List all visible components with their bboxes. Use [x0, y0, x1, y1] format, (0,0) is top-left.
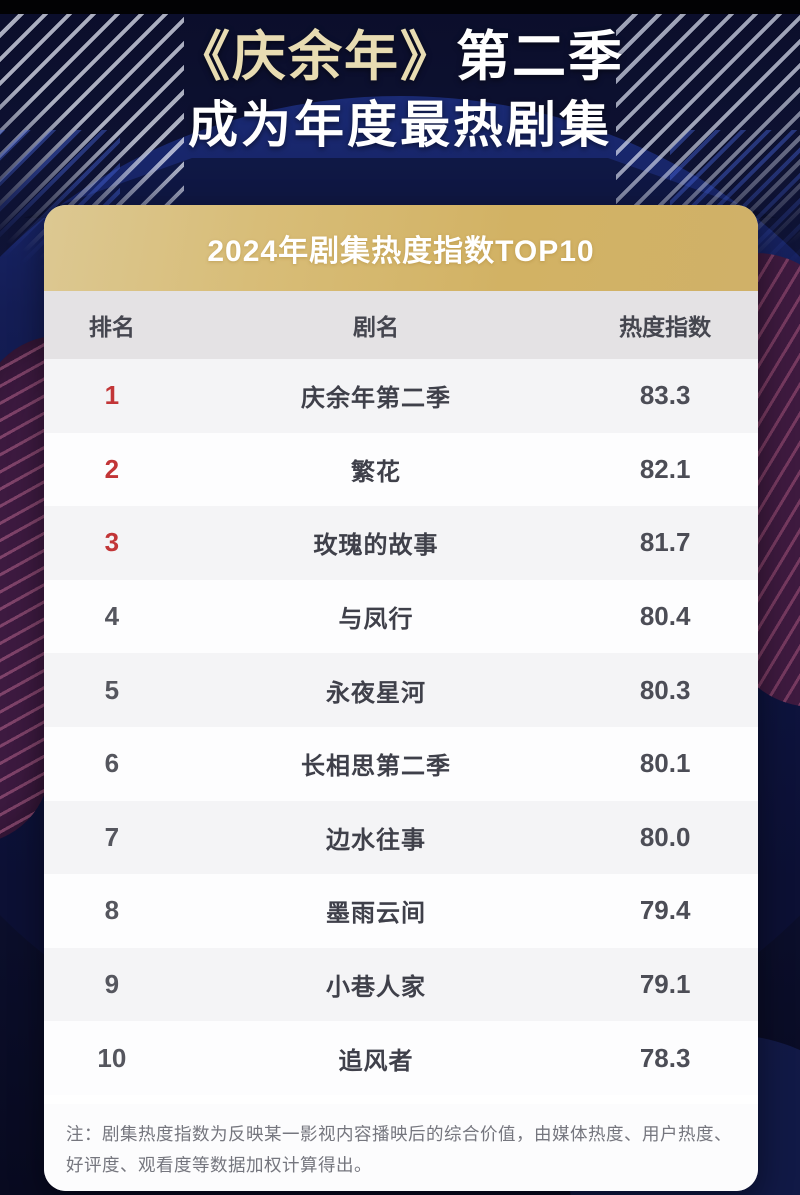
header-drama-name: 剧名	[353, 314, 399, 340]
table-row: 10 追风者 78.3	[44, 1021, 758, 1095]
card-banner-title: 2024年剧集热度指数TOP10	[207, 235, 595, 268]
table-row: 6 长相思第二季 80.1	[44, 726, 758, 801]
table-row: 3 玫瑰的故事 81.7	[44, 506, 758, 580]
rank-cell: 9	[104, 969, 120, 1000]
table-row: 9 小巷人家 79.1	[44, 947, 758, 1022]
score-cell: 79.4	[639, 895, 691, 926]
table-row: 5 永夜星河 80.3	[44, 653, 758, 727]
score-cell: 80.4	[639, 601, 691, 632]
header-rank: 排名	[88, 314, 135, 340]
rank-cell: 6	[104, 748, 120, 779]
rank-cell: 2	[104, 453, 120, 484]
drama-name-cell: 永夜星河	[326, 679, 426, 707]
score-cell: 78.3	[639, 1042, 691, 1073]
drama-name-cell: 长相思第二季	[301, 753, 451, 781]
poster-title-line2: 成为年度最热剧集	[188, 97, 612, 153]
header-heat-index: 热度指数	[619, 314, 712, 340]
rank-cell: 7	[104, 821, 120, 852]
title-drama-name: 《庆余年》	[176, 27, 456, 87]
rank-cell: 3	[104, 527, 120, 558]
footnote-text: 注：剧集热度指数为反映某一影视内容播映后的综合价值，由媒体热度、用户热度、好评度…	[66, 1124, 732, 1176]
top-letterbox-bar	[0, 0, 800, 14]
drama-name-cell: 小巷人家	[326, 974, 426, 1002]
table-row: 1 庆余年第二季 83.3	[44, 359, 758, 433]
table-row: 4 与凤行 80.4	[44, 579, 758, 654]
card-gold-banner: 2024年剧集热度指数TOP10	[44, 205, 758, 291]
score-cell: 80.3	[639, 674, 691, 705]
rank-cell: 1	[104, 380, 120, 411]
drama-name-cell: 墨雨云间	[326, 900, 426, 928]
score-cell: 80.1	[639, 748, 691, 779]
rank-cell: 8	[104, 895, 120, 926]
title-season-label: 第二季	[456, 27, 624, 87]
drama-name-cell: 与凤行	[338, 606, 414, 634]
drama-name-cell: 玫瑰的故事	[313, 532, 439, 560]
table-row: 7 边水往事 80.0	[44, 800, 758, 875]
drama-name-cell: 边水往事	[326, 826, 426, 854]
drama-name-cell: 庆余年第二季	[301, 385, 451, 413]
score-cell: 80.0	[639, 821, 691, 852]
table-row: 8 墨雨云间 79.4	[44, 874, 758, 948]
footnote-area: 注：剧集热度指数为反映某一影视内容播映后的综合价值，由媒体热度、用户热度、好评度…	[44, 1104, 758, 1191]
score-cell: 81.7	[639, 527, 691, 558]
drama-name-cell: 追风者	[338, 1047, 414, 1075]
rank-cell: 5	[104, 674, 120, 705]
ranking-table: 排名 剧名 热度指数 1 庆余年第二季 83.3 2 繁花 82.1 3 玫瑰的…	[44, 291, 758, 1104]
poster-title: 《庆余年》第二季 成为年度最热剧集	[0, 20, 800, 156]
table-row: 2 繁花 82.1	[44, 432, 758, 507]
score-cell: 83.3	[639, 380, 691, 411]
table-header-row: 排名 剧名 热度指数	[44, 291, 758, 359]
score-cell: 82.1	[639, 453, 691, 484]
drama-name-cell: 繁花	[351, 458, 401, 486]
ranking-card: 2024年剧集热度指数TOP10 排名 剧名 热度指数 1 庆余年第二季 83.…	[44, 205, 758, 1191]
rank-cell: 10	[97, 1042, 127, 1073]
rank-cell: 4	[104, 601, 120, 632]
poster-title-line1: 《庆余年》第二季	[0, 20, 800, 94]
score-cell: 79.1	[639, 969, 691, 1000]
